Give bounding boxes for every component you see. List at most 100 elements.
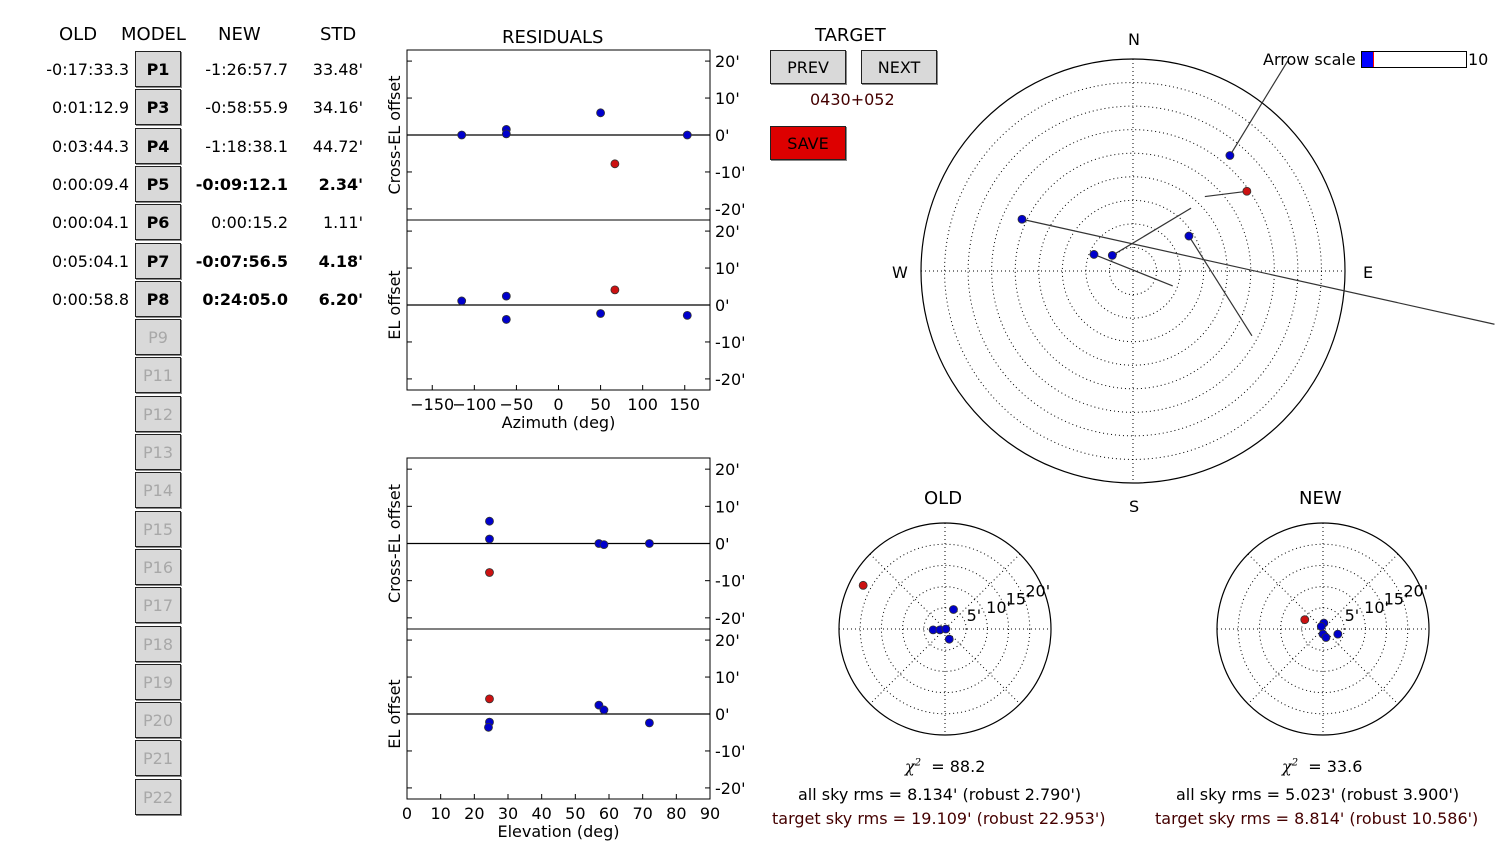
new-value: -0:09:12.1 [195,174,288,194]
x-axis-label: Azimuth (deg) [502,413,616,432]
offset-arrow [1093,253,1173,287]
param-button-p5[interactable]: P5 [135,165,181,202]
new-value: -1:18:38.1 [205,136,288,156]
y-tick-label: 0' [715,705,730,724]
offset-arrow [1188,235,1253,337]
polar-ring [1237,543,1409,715]
data-point [1316,622,1326,631]
old-value: 0:00:58.8 [52,289,129,309]
x-tick-label: 20 [464,804,484,823]
data-point [1184,231,1194,241]
param-button-p14[interactable]: P14 [135,472,181,509]
param-button-p16[interactable]: P16 [135,548,181,585]
param-button-p15[interactable]: P15 [135,510,181,547]
old-chi2-value: = 88.2 [931,757,986,776]
y-axis-label: EL offset [385,270,404,339]
chi2-symbol: χ2 [905,757,922,776]
y-axis-label: Cross-EL offset [385,484,404,603]
old-value: 0:01:12.9 [52,98,129,118]
y-axis-label: Cross-EL offset [385,75,404,194]
param-button-p20[interactable]: P20 [135,702,181,739]
prev-button[interactable]: PREV [770,50,846,84]
arrow-scale-label: Arrow scale [1263,50,1356,69]
sky-elevation-ring [1014,152,1252,390]
new-value: -0:07:56.5 [195,251,288,271]
param-button-p13[interactable]: P13 [135,434,181,470]
data-point [645,539,654,548]
save-button[interactable]: SAVE [770,126,846,160]
param-button-p11[interactable]: P11 [135,357,181,394]
y-tick-label: 0' [715,126,730,145]
new-value: 0:24:05.0 [202,289,288,309]
offset-arrow [1021,218,1495,325]
data-point [941,624,951,634]
param-button-p7[interactable]: P7 [135,242,181,279]
std-value: 44.72' [312,136,363,156]
param-button-p22[interactable]: P22 [135,778,181,815]
data-point [682,130,692,140]
old-title: OLD [924,488,963,509]
y-tick-label: -10' [715,742,746,761]
data-point [1089,250,1099,259]
param-button-p12[interactable]: P12 [135,395,181,432]
target-title: TARGET [815,25,886,46]
next-button[interactable]: NEXT [861,50,937,84]
data-point [599,540,609,550]
new-chi2-value: = 33.6 [1308,757,1363,776]
y-tick-label: 20' [715,222,740,241]
x-tick-label: 90 [700,804,720,823]
arrow-scale-handle[interactable] [1362,52,1373,67]
y-axis-label: EL offset [385,679,404,748]
data-point [1107,251,1117,260]
param-button-p1[interactable]: P1 [135,51,181,87]
y-tick-label: 0' [715,296,730,315]
std-value: 4.18' [318,251,363,271]
data-point [501,291,511,301]
x-tick-label: 50 [590,395,610,414]
polar-ring [1301,607,1345,651]
old-target-sky-rms: target sky rms = 19.109' (robust 22.953'… [772,809,1106,828]
std-value: 1.11' [322,213,363,233]
param-button-p6[interactable]: P6 [135,204,181,241]
x-tick-label: −150 [410,395,454,414]
param-button-p8[interactable]: P8 [135,280,181,317]
param-button-p4[interactable]: P4 [135,127,181,164]
x-tick-label: 0 [553,395,563,414]
std-value: 33.48' [312,60,363,79]
target-point [610,285,620,295]
arrow-scale-value: 10 [1468,50,1489,69]
y-tick-label: 10' [715,259,740,278]
data-point [501,129,511,139]
data-point [1017,214,1027,224]
param-button-p19[interactable]: P19 [135,663,181,700]
param-button-p17[interactable]: P17 [135,587,181,624]
polar-radius-label: 15' [1006,590,1031,609]
y-tick-label: 20' [715,460,740,479]
old-value: 0:03:44.3 [52,136,129,156]
y-tick-label: -10' [715,572,746,591]
param-button-p3[interactable]: P3 [135,89,181,126]
param-button-p18[interactable]: P18 [135,625,181,662]
y-tick-label: 10' [715,497,740,516]
data-point [485,516,494,526]
x-tick-label: 10 [430,804,450,823]
target-name: 0430+052 [810,90,895,109]
param-button-p21[interactable]: P21 [135,740,181,777]
data-point [599,705,609,715]
data-point [1225,151,1235,160]
old-all-sky-rms: all sky rms = 8.134' (robust 2.790') [798,785,1082,804]
arrow-scale-slider[interactable] [1361,51,1467,68]
x-tick-label: 150 [669,395,700,414]
offset-arrow [1204,190,1247,198]
y-tick-label: 10' [715,668,740,687]
new-value: -1:26:57.7 [205,60,288,79]
polar-radius-label: 20' [1025,582,1050,601]
y-tick-label: 20' [715,52,740,71]
data-point [484,722,493,732]
arrow-scale-marker [1373,52,1374,67]
chi2-symbol: χ2 [1282,757,1299,776]
old-value: 0:00:09.4 [52,174,129,194]
data-point [944,634,954,644]
param-button-p9[interactable]: P9 [135,319,181,356]
